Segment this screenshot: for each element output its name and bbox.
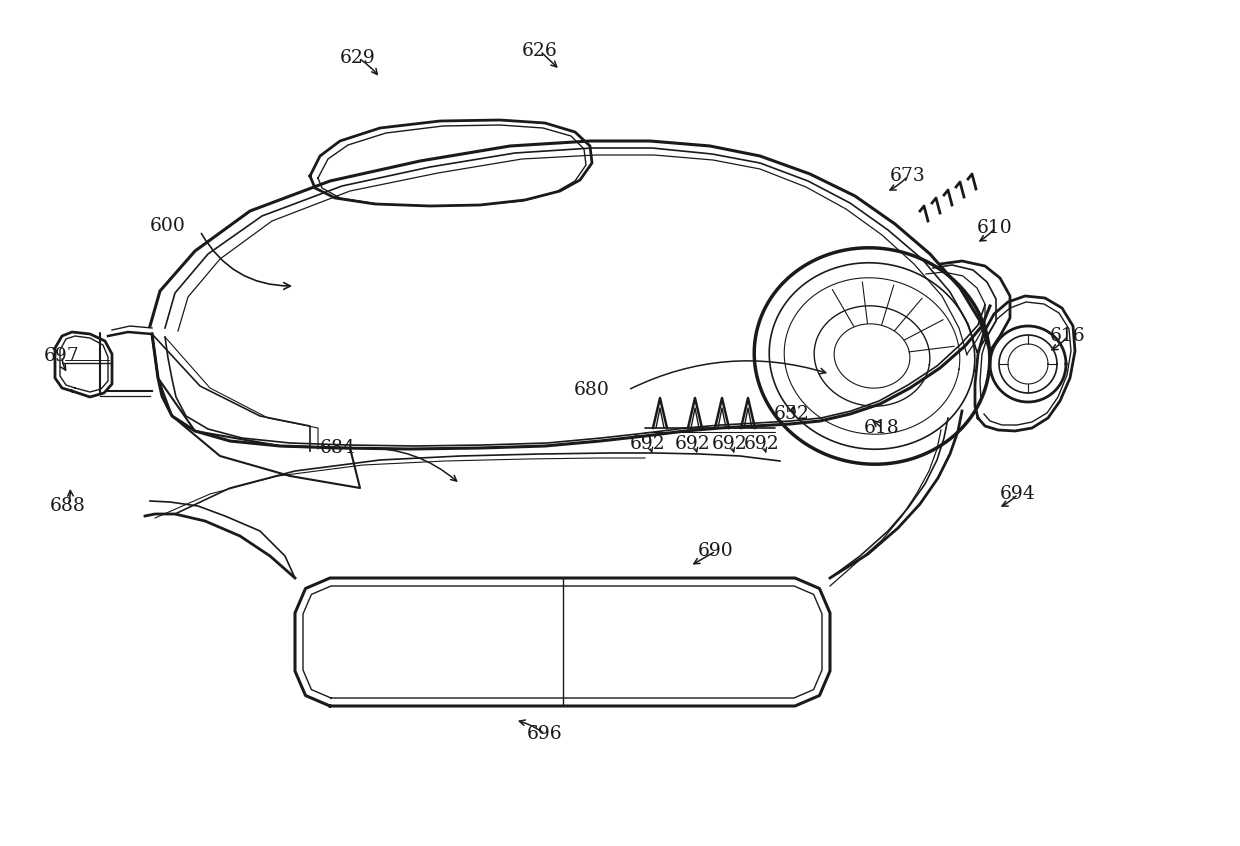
Text: 680: 680: [574, 381, 610, 399]
Text: 696: 696: [527, 725, 563, 743]
Text: 616: 616: [1050, 327, 1086, 345]
Text: 652: 652: [774, 405, 810, 423]
Text: 626: 626: [522, 42, 558, 60]
Text: 610: 610: [977, 219, 1013, 237]
Text: 684: 684: [320, 439, 356, 457]
Text: 692: 692: [675, 435, 711, 453]
Text: 692: 692: [712, 435, 748, 453]
Text: 629: 629: [340, 49, 376, 67]
Text: 692: 692: [744, 435, 780, 453]
Text: 600: 600: [150, 217, 186, 235]
Text: 694: 694: [1001, 485, 1035, 503]
Text: 673: 673: [890, 167, 926, 185]
Text: 618: 618: [864, 419, 900, 437]
Text: 692: 692: [630, 435, 666, 453]
Text: 697: 697: [45, 347, 79, 365]
Text: 688: 688: [50, 497, 86, 515]
Text: 690: 690: [698, 542, 734, 560]
